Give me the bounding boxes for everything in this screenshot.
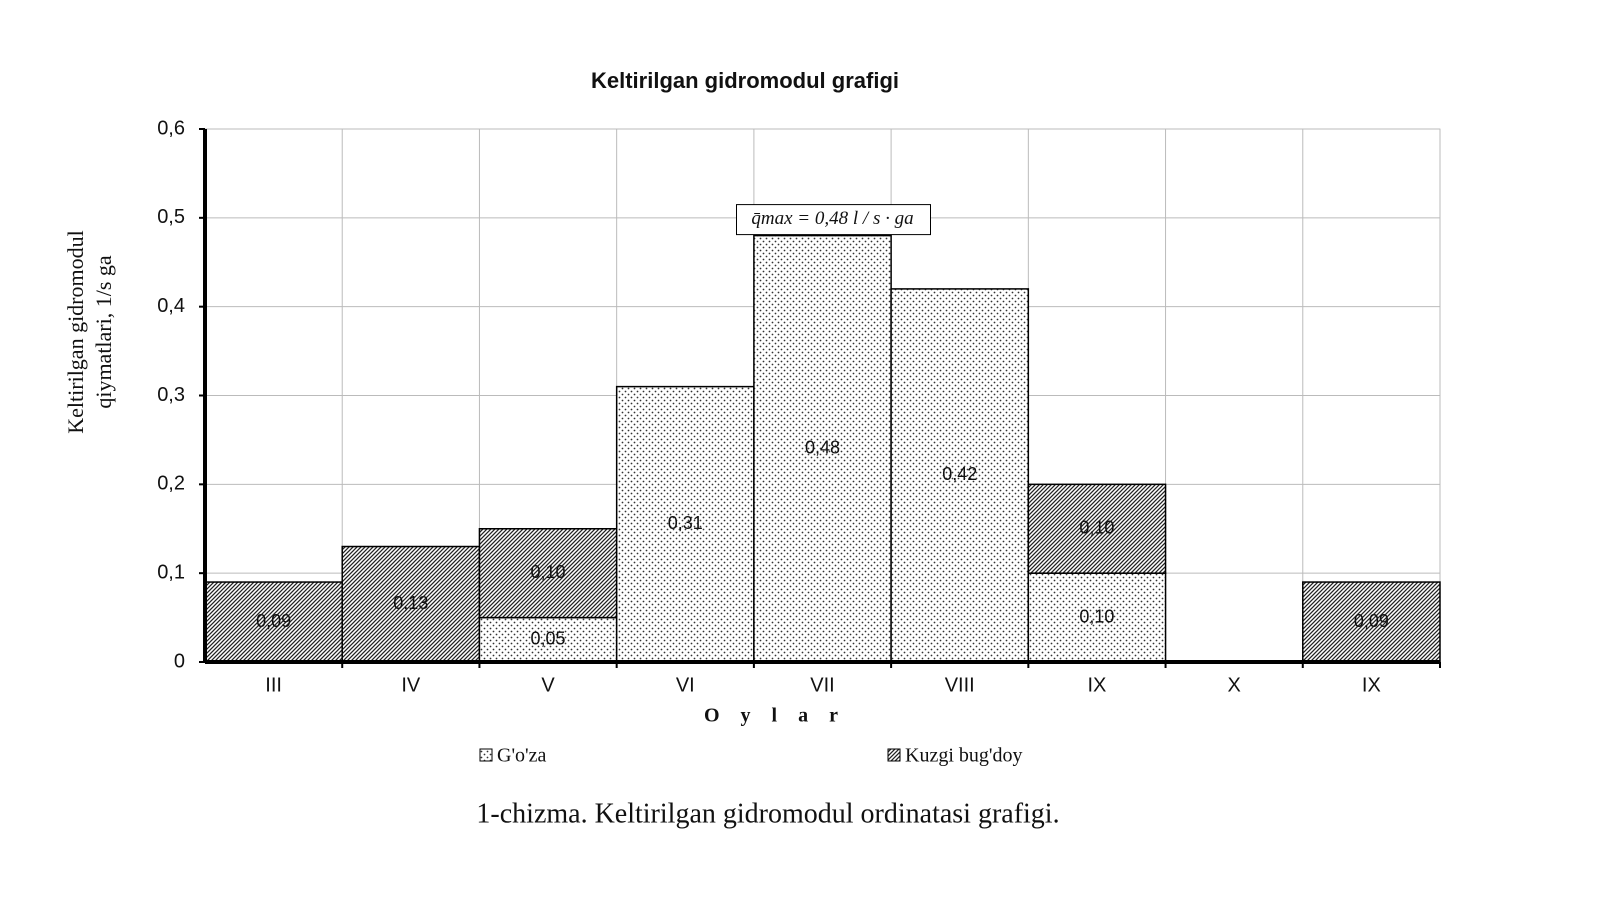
bar-segment [753,234,892,663]
data-label: 0,42 [942,464,977,484]
bar-segment [478,616,618,663]
y-tick-label: 0 [174,650,185,672]
x-tick-label: IV [401,674,421,696]
x-tick-label: VI [676,674,695,696]
chart-title: Keltirilgan gidromodul grafigi [591,68,899,93]
bar-segment [615,385,755,663]
y-tick-label: 0,1 [157,561,185,583]
x-axis-label: O y l a r [704,705,846,727]
y-tick-label: 0,5 [157,206,185,228]
y-tick-label: 0,2 [157,473,185,495]
x-tick-label: III [265,674,282,696]
data-label: 0,09 [256,611,291,631]
bar-segment [1027,572,1167,663]
legend-swatch [479,748,493,762]
legend-label: Kuzgi bug'doy [905,745,1022,767]
x-tick-label: VII [810,674,834,696]
data-label: 0,48 [805,438,840,458]
annotation: q̄max = 0,48 l / s · ga [751,208,913,229]
x-tick-label: VIII [945,674,975,696]
data-label: 0,10 [1079,606,1114,626]
bar-segment [1302,581,1441,663]
x-tick-label: V [541,674,555,696]
x-tick-label: IX [1087,674,1106,696]
bar-segment [341,545,481,663]
y-tick-label: 0,4 [157,295,185,317]
data-label: 0,13 [393,593,428,613]
caption: 1-chizma. Keltirilgan gidromodul ordinat… [476,798,1059,829]
y-tick-label: 0,3 [157,384,185,406]
data-label: 0,05 [531,629,566,649]
data-label: 0,31 [668,513,703,533]
annotation-box [736,204,931,236]
bar-segment [1027,483,1167,574]
bar-segment [478,528,618,619]
legend-swatch [887,748,901,762]
data-label: 0,10 [1079,518,1114,538]
legend-label: G'o'za [497,745,547,767]
x-tick-label: IX [1362,674,1381,696]
bar-segment [890,288,1030,663]
y-tick-label: 0,6 [157,117,185,139]
y-axis-label: Keltirilgan gidromodul [63,230,88,433]
x-tick-label: X [1227,674,1240,696]
data-label: 0,10 [531,562,566,582]
data-label: 0,09 [1354,611,1389,631]
y-axis-label: qiymatlari, 1/s ga [91,255,116,409]
